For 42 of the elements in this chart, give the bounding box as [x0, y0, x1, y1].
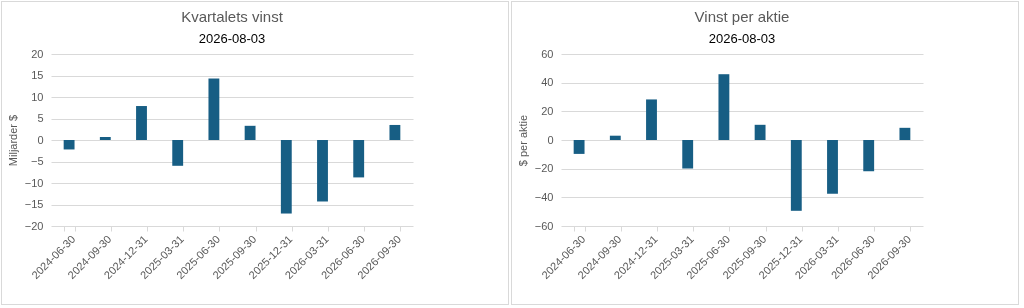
y-tick-label: −40 — [534, 190, 554, 203]
bar — [99, 136, 111, 140]
bar — [573, 140, 585, 154]
chart-title: Vinst per aktie — [694, 8, 790, 25]
y-tick-label: 0 — [547, 133, 554, 146]
bar — [609, 135, 621, 140]
y-tick-label: −5 — [30, 155, 44, 167]
y-tick-label: −20 — [534, 162, 554, 175]
bar — [718, 74, 730, 140]
bar — [136, 106, 147, 140]
chart-subtitle: 2026-08-03 — [708, 31, 776, 46]
bar — [899, 127, 911, 140]
y-tick-label: −10 — [24, 176, 44, 189]
bar — [244, 125, 256, 140]
y-tick-label: −20 — [24, 219, 44, 232]
y-tick-label: 60 — [541, 47, 554, 60]
y-tick-label: −15 — [24, 198, 44, 210]
y-axis-title: $ per aktie — [516, 114, 529, 167]
y-tick-label: 15 — [31, 69, 44, 81]
bar — [790, 140, 802, 211]
bar — [353, 140, 365, 178]
bar — [682, 140, 694, 169]
y-tick-label: 10 — [31, 90, 44, 103]
bar — [208, 78, 220, 140]
y-axis-title: Miljarder $ — [6, 114, 19, 167]
bar — [63, 140, 75, 150]
bar — [317, 140, 328, 202]
y-tick-label: 20 — [541, 104, 554, 117]
bar — [280, 140, 292, 214]
y-tick-label: 5 — [37, 112, 44, 124]
chart-title: Kvartalets vinst — [181, 8, 284, 25]
y-tick-label: −60 — [534, 219, 554, 232]
bar — [827, 140, 838, 194]
bar — [172, 140, 184, 166]
bar — [646, 99, 657, 140]
chart-subtitle: 2026-08-03 — [198, 31, 266, 46]
y-tick-label: 40 — [541, 76, 554, 89]
bar — [389, 124, 401, 140]
bar — [863, 140, 875, 172]
y-tick-label: 0 — [37, 133, 44, 146]
y-tick-label: 20 — [31, 47, 44, 60]
bar — [754, 124, 766, 140]
